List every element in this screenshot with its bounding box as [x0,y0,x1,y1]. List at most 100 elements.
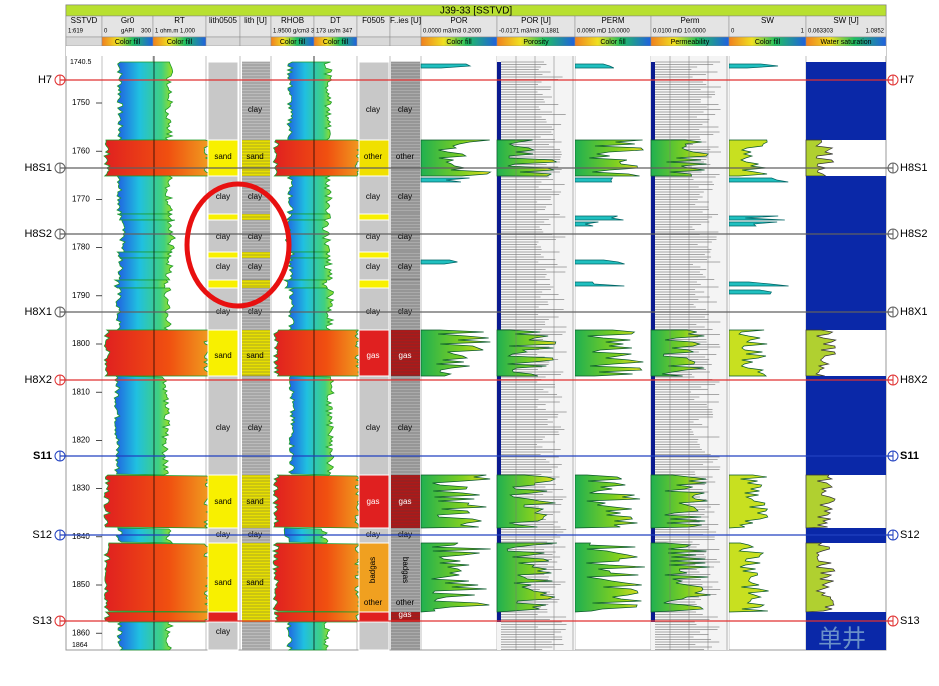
lith-label: badgas [368,557,377,583]
depth-label: 1810 [72,387,90,396]
lith-block [207,279,239,289]
sw-fill [806,220,886,252]
curve-fill [650,329,705,377]
lith-label: sand [246,351,263,360]
lith-u-block [242,280,270,288]
facies-u-block [391,258,420,280]
legend-bar [65,36,103,47]
lith-label: other [364,152,383,161]
lith-label: other [364,598,383,607]
horizon-label: H8X2 [24,374,52,386]
lith-block [207,219,239,253]
sw-fill [806,176,886,214]
horizon-label: H8S1 [24,162,52,174]
curve-fill [728,474,769,529]
lith-u-block [242,376,270,475]
curve-fill [728,329,768,377]
log-fill [116,251,173,259]
depth-label: 1780 [72,243,90,252]
curve-fill [496,542,557,613]
track-name: lith [U] [244,16,267,25]
lith-label: clay [366,192,380,201]
curve-fill [728,139,768,177]
scale-right: 300 [141,29,152,35]
scale-right: 1.0852 [866,29,885,35]
curve-fill [420,474,491,529]
depth-label: 1770 [72,195,90,204]
log-fill [116,61,174,141]
curve-fill [574,139,645,177]
horizon-label: S12 [900,529,920,541]
log-fill [117,257,174,281]
depth-label: 1850 [72,580,90,589]
curve-fill [420,177,470,183]
depth-label: 1750 [72,98,90,107]
facies-block [358,279,390,289]
lith-label: clay [248,105,262,114]
curve-fill [805,542,836,613]
curve-fill [650,139,710,177]
legend-text: Permeability [671,39,710,46]
legend-text: Color fill [600,39,626,46]
lith-block [207,139,239,177]
sw-fill [806,214,886,220]
log-fill [282,279,329,289]
watermark: 单井 [818,625,866,653]
log-fill [285,213,331,221]
lith-label: clay [398,192,412,201]
legend-bar [389,36,422,47]
lith-label: clay [216,627,230,636]
facies-block [358,175,390,215]
scale-left: 1.9500 g/cm3 3.0000 [273,29,330,35]
horizon-label: S13 [32,615,52,627]
lith-block [207,251,239,259]
legend-text: Color fill [323,39,349,46]
facies-block [358,251,390,259]
legend-text: Color fill [115,39,141,46]
lith-label: clay [366,232,380,241]
depth-label: 1820 [72,436,90,445]
lith-label: clay [398,262,412,271]
horizon-label: H8S1 [900,162,928,174]
log-fill [113,375,171,476]
scale-left: 0.0000 m3/m3 0.2000 [423,29,482,35]
facies-u-block [391,176,420,214]
lith-label: clay [366,105,380,114]
scale-left: -0.0171 m3/m3 0.1881 [499,29,560,35]
track-name: Perm [680,16,699,25]
lith-label: sand [246,152,263,161]
facies-u-block [391,622,420,650]
lith-label: sand [214,497,231,506]
lith-u-block [242,220,270,252]
lith-block [207,474,239,529]
track-name: F0505 [362,16,385,25]
curve-fill [574,177,614,183]
scale-left: 173 us/m 347 [316,29,353,35]
log-fill [288,375,335,476]
lith-label: gas [399,351,412,360]
log-fill [115,287,172,331]
lith-label: clay [248,262,262,271]
track-name: SW [761,16,774,25]
lith-label: clay [216,423,230,432]
log-fill [113,279,169,289]
curve-fill [805,474,836,529]
curve-fill [420,63,472,69]
lith-label: clay [398,232,412,241]
log-fill [116,621,174,651]
log-fill [284,219,332,253]
curve-fill [420,139,492,177]
log-fill [286,621,331,651]
sw-fill [806,280,886,288]
log-fill [103,139,212,177]
title: J39-33 [SSTVD] [440,6,512,17]
log-fill [272,329,364,377]
horizon-label: S11 [900,450,919,462]
lith-block [207,213,239,221]
depth-label: 1830 [72,484,90,493]
legend-text: Color fill [755,39,781,46]
lith-label: sand [246,497,263,506]
lith-label: gas [367,497,380,506]
